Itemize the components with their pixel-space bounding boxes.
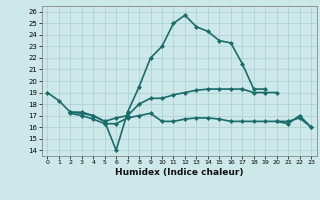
- X-axis label: Humidex (Indice chaleur): Humidex (Indice chaleur): [115, 168, 244, 177]
